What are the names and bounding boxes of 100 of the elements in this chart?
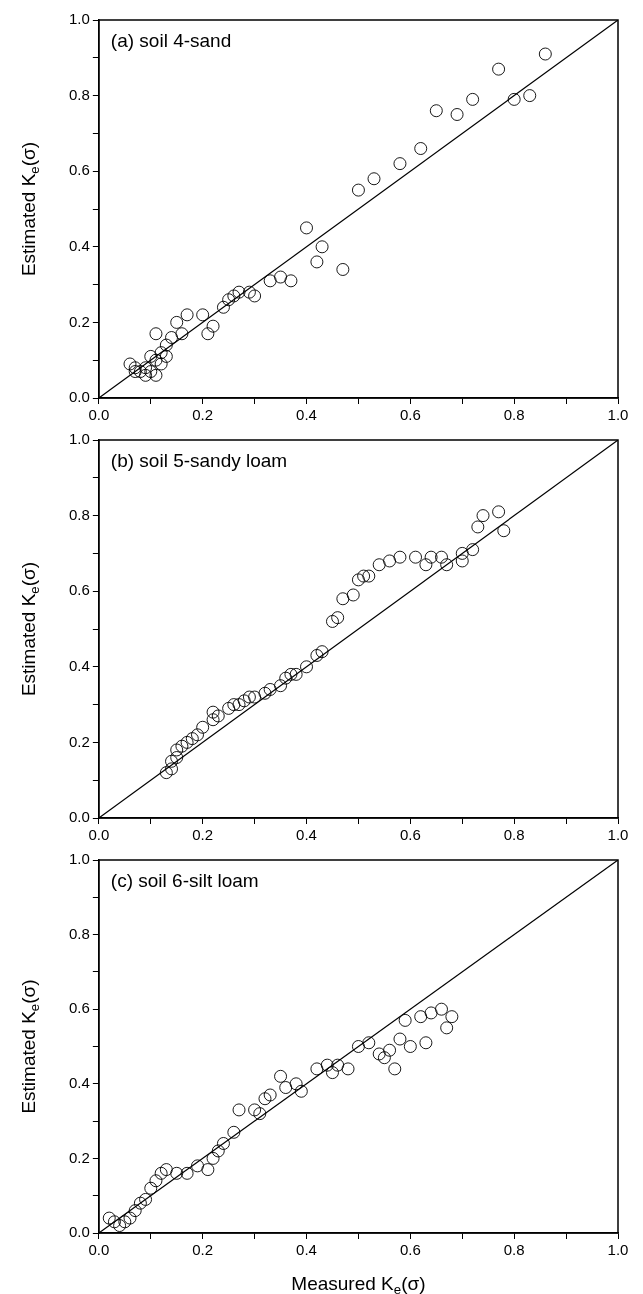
y-tick-label: 0.4 <box>68 236 90 254</box>
point <box>284 274 298 288</box>
point <box>310 649 324 662</box>
y-tick-label: 0.0 <box>68 1223 90 1241</box>
text: (c) soil 6-silt loam <box>110 869 259 891</box>
point <box>180 1166 194 1180</box>
point <box>170 1166 184 1180</box>
point <box>466 543 480 557</box>
point <box>170 751 184 764</box>
point <box>128 1204 142 1218</box>
y-axis-title: Estimated Ke(σ) <box>18 561 43 697</box>
point <box>159 349 173 363</box>
x-tick-label: 0.8 <box>503 1241 525 1259</box>
point <box>144 1181 158 1195</box>
point <box>279 671 293 685</box>
point <box>320 1058 334 1072</box>
point <box>424 550 438 564</box>
x-tick-label: 0.8 <box>503 406 525 424</box>
y-tick-label: 0.2 <box>68 1148 90 1166</box>
y-tick-label: 1.0 <box>68 10 90 28</box>
point <box>440 1021 454 1035</box>
x-tick-label: 1.0 <box>607 1241 629 1259</box>
point <box>414 1010 428 1024</box>
y-tick-label: 0.4 <box>68 656 90 674</box>
point <box>201 1163 215 1177</box>
point <box>227 1125 241 1139</box>
point <box>523 89 537 103</box>
point <box>284 667 298 681</box>
point <box>123 1211 137 1225</box>
point <box>455 546 469 560</box>
x-tick-label: 0.2 <box>192 406 214 424</box>
x-tick-label: 0.0 <box>88 406 110 424</box>
point <box>274 679 287 693</box>
point <box>492 505 506 519</box>
x-tick-label: 1.0 <box>607 826 629 844</box>
point <box>450 108 464 121</box>
point <box>466 92 480 106</box>
point <box>362 1036 376 1050</box>
y-tick-label: 1.0 <box>68 850 90 868</box>
point <box>175 739 189 753</box>
x-tick-label: 0.2 <box>192 826 214 844</box>
point <box>289 667 303 681</box>
point <box>206 705 220 719</box>
point <box>227 698 241 712</box>
point <box>393 157 407 171</box>
point <box>180 308 194 322</box>
point <box>263 274 277 288</box>
point <box>289 1077 303 1091</box>
point <box>310 1062 324 1076</box>
point <box>180 735 194 749</box>
x-tick-label: 0.6 <box>399 406 421 424</box>
point <box>435 550 448 564</box>
point <box>144 365 158 378</box>
point <box>128 361 142 375</box>
point <box>388 1062 402 1076</box>
y-axis-title: Estimated Ke(σ) <box>18 141 43 277</box>
point <box>211 1144 225 1158</box>
point <box>294 1084 308 1098</box>
point <box>300 660 313 674</box>
point <box>227 289 241 303</box>
point <box>274 270 287 284</box>
y-tick-label: 0.6 <box>68 161 90 179</box>
point <box>211 709 225 723</box>
point <box>118 1215 132 1229</box>
y-tick-label: 0.4 <box>68 1073 90 1091</box>
point <box>222 293 236 307</box>
point <box>538 47 552 61</box>
y-axis-title: Estimated Ke(σ) <box>18 979 43 1114</box>
x-tick-label: 0.6 <box>399 1241 421 1259</box>
x-tick-label: 0.8 <box>503 826 525 844</box>
x-tick-label: 0.6 <box>399 826 421 844</box>
point <box>393 1032 407 1046</box>
point <box>170 315 184 329</box>
point <box>497 524 511 538</box>
y-tick-label: 1.0 <box>68 430 90 448</box>
point <box>372 558 386 572</box>
point <box>232 285 246 299</box>
text: (b) soil 5-sandy loam <box>110 449 288 471</box>
point <box>159 766 173 780</box>
point <box>279 1081 293 1094</box>
point <box>149 368 163 382</box>
point <box>336 263 350 276</box>
point <box>159 338 173 352</box>
point <box>154 357 168 371</box>
point <box>191 728 204 742</box>
x-tick-label: 1.0 <box>607 406 629 424</box>
point <box>455 554 469 568</box>
point <box>414 142 428 155</box>
point <box>336 592 350 606</box>
point <box>165 331 178 344</box>
point <box>154 346 168 360</box>
point <box>351 183 365 197</box>
point <box>248 690 262 704</box>
y-tick-label: 0.0 <box>68 388 90 406</box>
point <box>242 285 256 299</box>
point <box>346 588 360 602</box>
point <box>398 1013 412 1027</box>
point <box>263 1088 277 1102</box>
x-tick-label: 0.4 <box>296 406 317 424</box>
point <box>165 762 178 776</box>
